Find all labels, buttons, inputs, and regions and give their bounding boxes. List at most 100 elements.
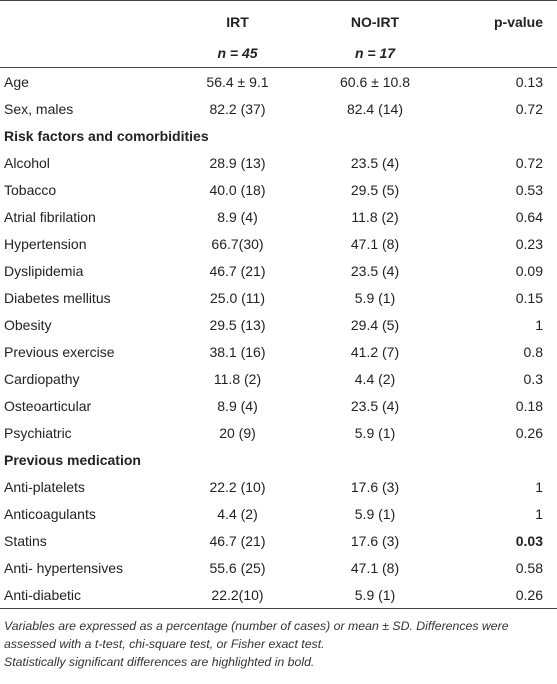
cell: 47.1 (8) — [350, 235, 400, 252]
data-row: Sex, males 82.2 (37) 82.4 (14) 0.72 — [0, 95, 557, 122]
section-label: Previous medication — [4, 451, 141, 468]
section-row: Previous medication — [0, 446, 557, 473]
cell: 41.2 (7) — [350, 343, 400, 360]
header-row: IRT NO-IRT p-value — [0, 0, 557, 38]
cell: Age — [4, 73, 29, 90]
cell: Anti-platelets — [4, 478, 85, 495]
header-cell: n = 45 — [170, 38, 305, 68]
cell: 17.6 (3) — [350, 478, 400, 495]
data-row: Hypertension 66.7(30) 47.1 (8) 0.23 — [0, 230, 557, 257]
data-row: Obesity 29.5 (13) 29.4 (5) 1 — [0, 311, 557, 338]
cell: 23.5 (4) — [350, 397, 400, 414]
cell: 17.6 (3) — [350, 532, 400, 549]
cell: 47.1 (8) — [350, 559, 400, 576]
cell: 0.03 — [515, 532, 543, 549]
cell: 0.53 — [515, 181, 543, 198]
cell: Previous exercise — [4, 343, 115, 360]
cell: 4.4 (2) — [217, 505, 258, 522]
header-cell: NO-IRT — [305, 0, 445, 38]
cell: Cardiopathy — [4, 370, 80, 387]
cell: Tobacco — [4, 181, 57, 198]
cell: 0.3 — [523, 370, 543, 387]
cell: 5.9 (1) — [354, 424, 396, 441]
data-row: Statins 46.7 (21) 17.6 (3) 0.03 — [0, 527, 557, 554]
cell: 23.5 (4) — [350, 262, 400, 279]
cell: 28.9 (13) — [209, 154, 266, 171]
cell: Alcohol — [4, 154, 50, 171]
data-row: Psychiatric 20 (9) 5.9 (1) 0.26 — [0, 419, 557, 446]
cell: 5.9 (1) — [305, 581, 445, 609]
cell: Diabetes mellitus — [4, 289, 111, 306]
cell: 29.4 (5) — [350, 316, 400, 333]
data-row: Tobacco 40.0 (18) 29.5 (5) 0.53 — [0, 176, 557, 203]
cell: Osteoarticular — [4, 397, 92, 414]
data-row: Dyslipidemia 46.7 (21) 23.5 (4) 0.09 — [0, 257, 557, 284]
cell: 0.26 — [515, 424, 543, 441]
data-row: Diabetes mellitus 25.0 (11) 5.9 (1) 0.15 — [0, 284, 557, 311]
notes: Variables are expressed as a percentage … — [0, 609, 557, 671]
cell: Anticoagulants — [4, 505, 96, 522]
cell: 0.72 — [515, 100, 543, 117]
cell: Dyslipidemia — [4, 262, 84, 279]
cell: Atrial fibrilation — [4, 208, 96, 225]
cell: 29.5 (13) — [209, 316, 266, 333]
data-row: Anti-diabetic 22.2(10) 5.9 (1) 0.26 — [0, 581, 557, 609]
cell: 60.6 ± 10.8 — [340, 73, 410, 90]
data-row: Anti- hypertensives 55.6 (25) 47.1 (8) 0.58 — [0, 554, 557, 581]
cell: 0.15 — [515, 289, 543, 306]
cell: 82.4 (14) — [346, 100, 404, 117]
data-row: Cardiopathy 11.8 (2) 4.4 (2) 0.3 — [0, 365, 557, 392]
table-body: Age 56.4 ± 9.1 60.6 ± 10.8 0.13 Sex, males 82… — [0, 68, 557, 609]
cell: 29.5 (5) — [350, 181, 400, 198]
header-cell — [0, 38, 170, 68]
cell: 38.1 (16) — [209, 343, 266, 360]
cell: 5.9 (1) — [354, 505, 396, 522]
cell: 46.7 (21) — [209, 532, 266, 549]
data-row: Age 56.4 ± 9.1 60.6 ± 10.8 0.13 — [0, 68, 557, 96]
header-cell — [0, 0, 170, 38]
data-row: Anti-platelets 22.2 (10) 17.6 (3) 1 — [0, 473, 557, 500]
cell: 8.9 (4) — [217, 208, 258, 225]
cell: 1 — [535, 505, 543, 522]
cell: 0.72 — [515, 154, 543, 171]
cell: 0.64 — [515, 208, 543, 225]
header-cell: n = 17 — [305, 38, 445, 68]
cell: 82.2 (37) — [209, 100, 266, 117]
note: Variables are expressed as a percentage … — [4, 619, 509, 651]
cell: Anti- hypertensives — [4, 559, 124, 576]
cell: 5.9 (1) — [354, 289, 396, 306]
cell: 0.58 — [515, 559, 543, 576]
cell: 1 — [535, 478, 543, 495]
cell: 11.8 (2) — [351, 208, 399, 225]
data-row: Atrial fibrilation 8.9 (4) 11.8 (2) 0.64 — [0, 203, 557, 230]
cell: 0.8 — [523, 343, 543, 360]
header-cell: IRT — [170, 0, 305, 38]
cell: 22.2(10) — [170, 581, 305, 609]
cell: 0.18 — [515, 397, 543, 414]
cell: Anti-diabetic — [0, 581, 170, 609]
section-label: Risk factors and comorbidities — [4, 127, 209, 144]
data-row: Previous exercise 38.1 (16) 41.2 (7) 0.8 — [0, 338, 557, 365]
data-table: IRT NO-IRT p-value n = 45 n = 17 Age 56.4 ± 9… — [0, 0, 557, 609]
section-row: Risk factors and comorbidities — [0, 122, 557, 149]
data-row: Anticoagulants 4.4 (2) 5.9 (1) 1 — [0, 500, 557, 527]
cell: 20 (9) — [219, 424, 256, 441]
cell: 56.4 ± 9.1 — [206, 73, 269, 90]
cell: 11.8 (2) — [213, 370, 262, 387]
cell: 55.6 (25) — [209, 559, 266, 576]
cell: 0.09 — [515, 262, 543, 279]
header-cell: p-value — [445, 0, 557, 38]
cell: Psychiatric — [4, 424, 72, 441]
header-cell — [445, 38, 557, 68]
cell: Hypertension — [4, 235, 87, 252]
header-row: n = 45 n = 17 — [0, 38, 557, 68]
cell: 22.2 (10) — [209, 478, 266, 495]
cell: Statins — [4, 532, 47, 549]
cell: 40.0 (18) — [209, 181, 266, 198]
table-head: IRT NO-IRT p-value n = 45 n = 17 — [0, 0, 557, 68]
cell: 8.9 (4) — [217, 397, 258, 414]
cell: Sex, males — [4, 100, 74, 117]
data-row: Osteoarticular 8.9 (4) 23.5 (4) 0.18 — [0, 392, 557, 419]
data-row: Alcohol 28.9 (13) 23.5 (4) 0.72 — [0, 149, 557, 176]
cell: 0.26 — [445, 581, 557, 609]
